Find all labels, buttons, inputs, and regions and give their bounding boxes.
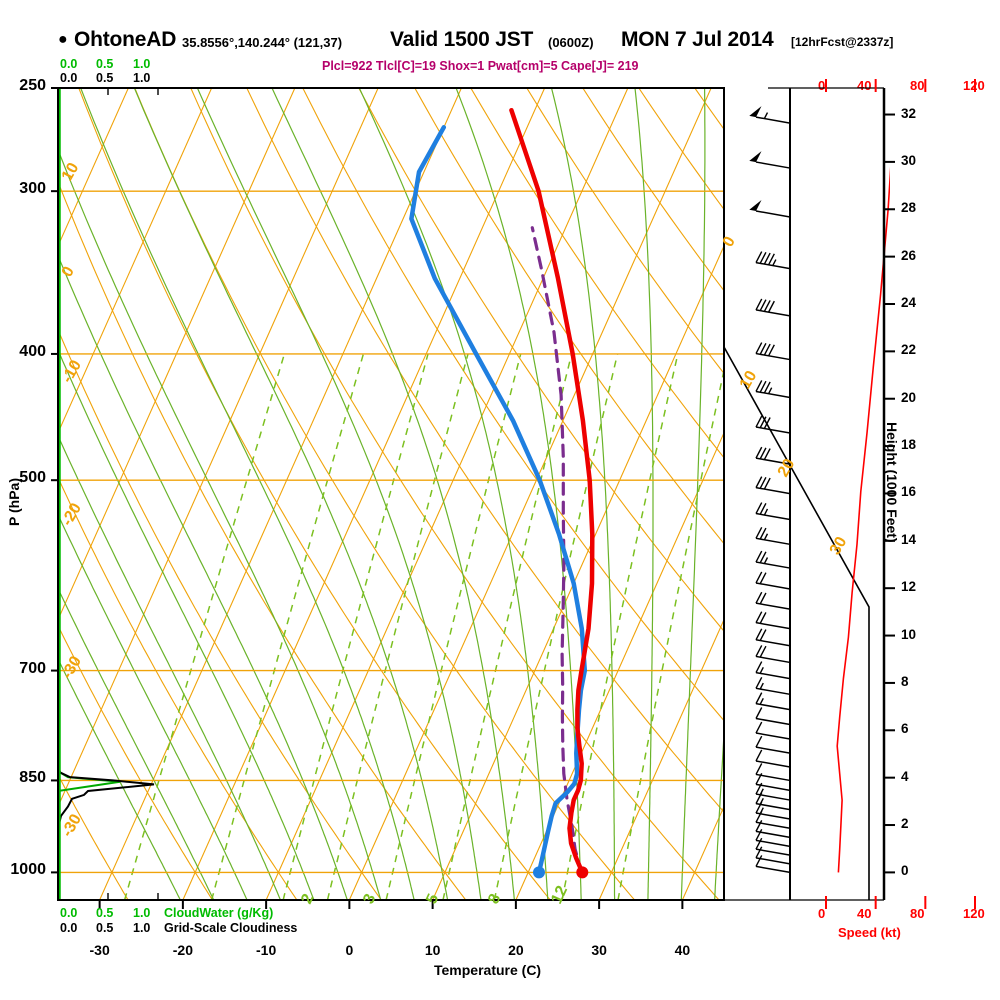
- top-cloudiness-tick-0: 0.0: [60, 71, 78, 85]
- pressure-tick-300: 300: [19, 180, 46, 198]
- height-tick-30: 30: [901, 152, 917, 168]
- speed-tick-bottom-1: 40: [857, 906, 872, 921]
- height-tick-24: 24: [901, 294, 917, 310]
- bottom-cloudiness-tick-1: 0.5: [96, 921, 114, 935]
- wind-speed-profile: [836, 166, 890, 873]
- height-tick-2: 2: [901, 816, 909, 832]
- top-cloudiness-tick-1: 0.5: [96, 71, 114, 85]
- top-cloudwater-tick-0: 0.0: [60, 57, 78, 71]
- height-tick-26: 26: [901, 247, 917, 263]
- svg-text:12: 12: [548, 883, 571, 906]
- svg-text:0: 0: [720, 234, 739, 250]
- plot-frame: [57, 87, 886, 901]
- bottom-cloudwater-tick-1: 0.5: [96, 906, 114, 920]
- temperature-tick--30: -30: [89, 942, 110, 958]
- speed-axis-title: Speed (kt): [838, 925, 901, 940]
- top-cloudwater-tick-1: 0.5: [96, 57, 114, 71]
- svg-text:8: 8: [485, 891, 504, 906]
- speed-tick-top-2: 80: [910, 78, 925, 93]
- axis-ticks: [51, 79, 976, 909]
- sounding-profiles: [409, 107, 595, 879]
- height-axis-title: Height (1000 Feet): [884, 422, 900, 543]
- height-tick-10: 10: [901, 626, 917, 642]
- pressure-tick-850: 850: [19, 769, 46, 787]
- svg-text:-30: -30: [59, 811, 85, 840]
- cloudiness-scale-label: Grid-Scale Cloudiness: [164, 921, 298, 935]
- temperature-axis-title: Temperature (C): [434, 962, 542, 978]
- speed-tick-bottom-2: 80: [910, 906, 925, 921]
- isobar-lines: [58, 87, 724, 874]
- speed-tick-top-0: 0: [818, 78, 826, 93]
- top-cloudiness-tick-2: 1.0: [133, 71, 151, 85]
- svg-text:-30: -30: [59, 653, 85, 682]
- speed-tick-top-1: 40: [857, 78, 872, 93]
- bottom-cloudwater-tick-2: 1.0: [133, 906, 151, 920]
- svg-text:10: 10: [59, 160, 83, 184]
- svg-text:5: 5: [423, 891, 442, 906]
- svg-text:0: 0: [59, 264, 78, 280]
- height-tick-18: 18: [901, 437, 917, 453]
- forecast-stamp: [12hrFcst@2337z]: [791, 35, 894, 49]
- pressure-tick-1000: 1000: [10, 861, 46, 879]
- bottom-cloudiness-tick-2: 1.0: [133, 921, 151, 935]
- cloudwater-scale-label: CloudWater (g/Kg): [164, 906, 274, 920]
- temperature-tick-30: 30: [591, 942, 607, 958]
- bottom-cloudwater-tick-0: 0.0: [60, 906, 78, 920]
- svg-text:30: 30: [827, 534, 851, 558]
- station-marker: ●: [58, 31, 68, 48]
- speed-tick-top-3: 120: [963, 78, 985, 93]
- wind-barbs: [723, 88, 870, 900]
- station-coords: 35.8556°,140.244° (121,37): [182, 35, 343, 50]
- pressure-tick-500: 500: [19, 469, 46, 487]
- speed-tick-bottom-3: 120: [963, 906, 985, 921]
- temperature-tick--20: -20: [172, 942, 193, 958]
- top-cloudwater-tick-2: 1.0: [133, 57, 151, 71]
- pressure-tick-400: 400: [19, 342, 46, 360]
- height-tick-22: 22: [901, 342, 917, 358]
- temperature-tick--10: -10: [256, 942, 277, 958]
- pressure-tick-700: 700: [19, 659, 46, 677]
- sounding-parameters: Plcl=922 Tlcl[C]=19 Shox=1 Pwat[cm]=5 Ca…: [322, 59, 639, 73]
- height-tick-14: 14: [901, 531, 917, 547]
- height-tick-28: 28: [901, 200, 917, 216]
- height-tick-32: 32: [901, 105, 917, 121]
- speed-tick-bottom-0: 0: [818, 906, 826, 921]
- valid-time: Valid 1500 JST: [390, 28, 534, 51]
- height-tick-16: 16: [901, 484, 917, 500]
- temperature-tick-0: 0: [345, 942, 354, 958]
- height-tick-6: 6: [901, 721, 909, 737]
- moist-adiabat-lines: [58, 88, 724, 900]
- station-name: OhtoneAD: [74, 28, 177, 51]
- svg-text:2: 2: [298, 891, 317, 906]
- svg-text:10: 10: [737, 368, 761, 392]
- valid-date: MON 7 Jul 2014: [621, 28, 774, 51]
- pressure-tick-250: 250: [19, 77, 46, 94]
- bottom-cloudiness-tick-0: 0.0: [60, 921, 78, 935]
- temperature-tick-40: 40: [674, 942, 691, 958]
- valid-time-utc: (0600Z): [548, 35, 594, 50]
- height-tick-12: 12: [901, 579, 917, 595]
- height-tick-8: 8: [901, 673, 909, 689]
- temperature-tick-20: 20: [508, 942, 524, 958]
- height-tick-0: 0: [901, 863, 909, 879]
- height-tick-4: 4: [901, 768, 909, 784]
- mixing-ratio-lines: [123, 353, 724, 900]
- height-tick-20: 20: [901, 389, 917, 405]
- svg-text:20: 20: [775, 456, 799, 480]
- temperature-tick-10: 10: [424, 942, 441, 958]
